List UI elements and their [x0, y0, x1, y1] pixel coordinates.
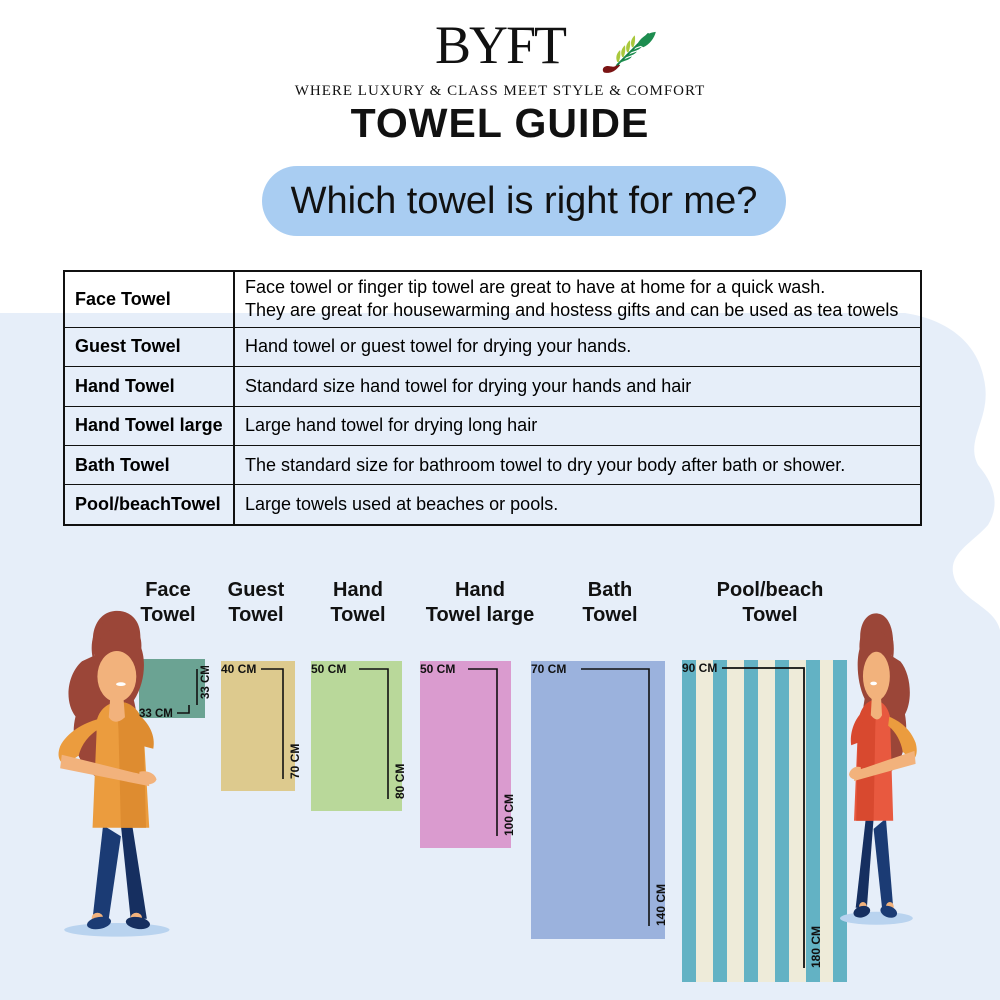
svg-text:50 CM: 50 CM [311, 662, 346, 676]
svg-text:33 CM: 33 CM [139, 708, 173, 720]
svg-text:70 CM: 70 CM [531, 662, 566, 676]
svg-text:40 CM: 40 CM [221, 662, 256, 676]
svg-text:100 CM: 100 CM [502, 794, 516, 836]
svg-text:50 CM: 50 CM [420, 662, 455, 676]
svg-text:140 CM: 140 CM [654, 884, 668, 926]
svg-text:80 CM: 80 CM [393, 764, 407, 799]
svg-text:33 CM: 33 CM [200, 665, 212, 699]
svg-text:90 CM: 90 CM [682, 661, 717, 675]
svg-text:180 CM: 180 CM [809, 926, 823, 968]
svg-text:70 CM: 70 CM [288, 744, 302, 779]
